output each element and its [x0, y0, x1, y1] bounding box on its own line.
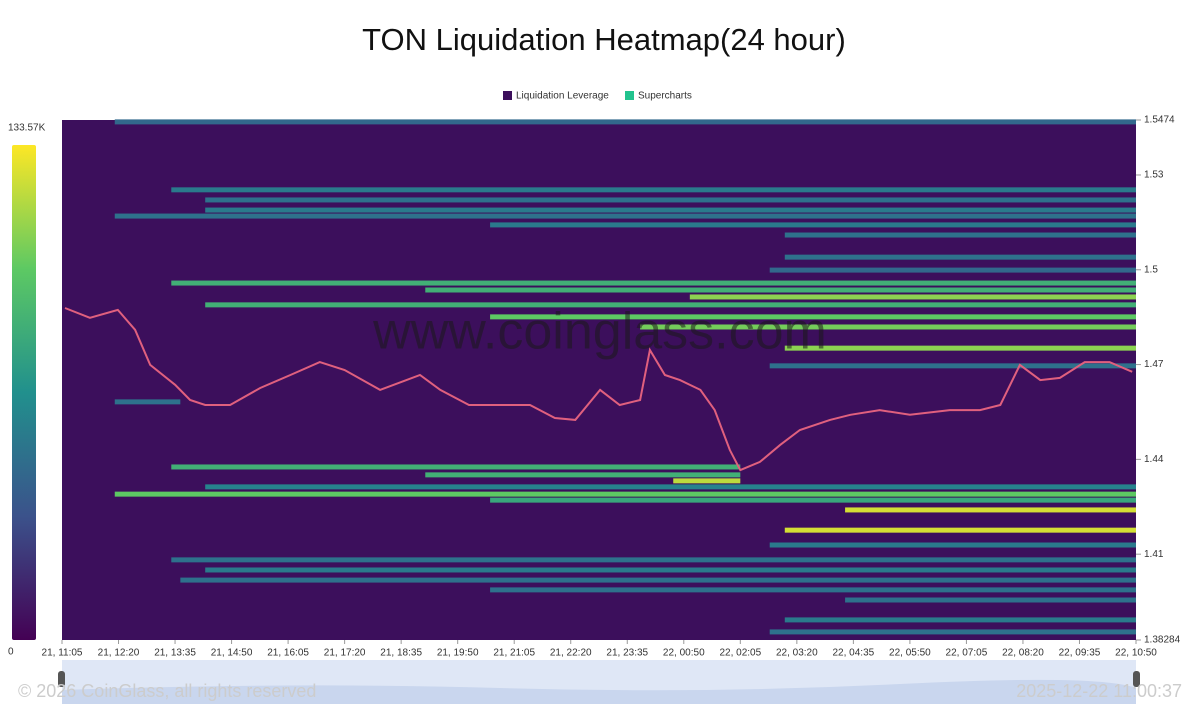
x-tick-label: 21, 12:20 [98, 648, 140, 659]
x-tick-label: 22, 10:50 [1115, 648, 1157, 659]
legend-swatch [625, 91, 634, 100]
liquidation-band [673, 478, 741, 484]
x-tick-label: 22, 00:50 [663, 648, 705, 659]
y-tick-label: 1.41 [1144, 549, 1164, 560]
timestamp: 2025-12-22 11:00:37 [1016, 681, 1182, 701]
y-tick-label: 1.53 [1144, 170, 1164, 181]
liquidation-band [205, 302, 1136, 308]
liquidation-band [425, 472, 741, 478]
liquidation-band [171, 280, 1137, 286]
liquidation-band [490, 222, 1136, 228]
x-tick-label: 21, 17:20 [324, 648, 366, 659]
liquidation-band [171, 464, 741, 470]
liquidation-band [425, 287, 1137, 293]
watermark: www.coinglass.com [372, 303, 827, 361]
y-tick-label: 1.44 [1144, 454, 1164, 465]
liquidation-band [171, 557, 1137, 563]
x-tick-label: 21, 16:05 [267, 648, 309, 659]
liquidation-band [769, 267, 1136, 273]
liquidation-band [784, 232, 1136, 238]
x-tick-label: 21, 21:05 [493, 648, 535, 659]
liquidation-band [769, 363, 1136, 369]
liquidation-band [640, 324, 1136, 330]
liquidation-band [784, 345, 1136, 351]
liquidation-band [114, 491, 1137, 497]
liquidation-band [490, 497, 1136, 503]
liquidation-band [114, 213, 1137, 219]
price-line [64, 307, 1133, 472]
x-tick-label: 21, 22:20 [550, 648, 592, 659]
x-tick-label: 22, 07:05 [946, 648, 988, 659]
x-tick-label: 22, 04:35 [833, 648, 875, 659]
liquidation-band [784, 617, 1136, 623]
liquidation-band [490, 587, 1136, 593]
liquidation-band [845, 507, 1136, 513]
liquidation-band [784, 527, 1136, 533]
liquidation-band [205, 207, 1136, 213]
y-tick-label: 1.5 [1144, 264, 1158, 275]
liquidation-band [205, 567, 1136, 573]
colorbar-label: 133.57K [8, 123, 46, 134]
liquidation-band [845, 597, 1136, 603]
x-tick-label: 22, 02:05 [719, 648, 761, 659]
navigator-handle[interactable] [1133, 671, 1140, 687]
x-tick-label: 21, 19:50 [437, 648, 479, 659]
heatmap [114, 119, 1137, 635]
liquidation-band [490, 314, 1136, 320]
liquidation-band [769, 542, 1136, 548]
x-tick-label: 22, 05:50 [889, 648, 931, 659]
y-tick-label: 1.47 [1144, 359, 1164, 370]
x-tick-label: 22, 08:20 [1002, 648, 1044, 659]
liquidation-band [180, 577, 1136, 583]
x-tick-label: 22, 03:20 [776, 648, 818, 659]
liquidation-band [689, 294, 1136, 300]
liquidation-band [769, 629, 1136, 635]
liquidation-band [171, 187, 1137, 193]
x-tick-label: 21, 13:35 [154, 648, 196, 659]
navigator-series [62, 679, 1136, 704]
axes: 1.5474 1.53 1.5 1.47 1.44 1.41 1.38284 21, 11:0… [8, 115, 1181, 659]
x-tick-label: 22, 09:35 [1059, 648, 1101, 659]
copyright: © 2026 CoinGlass, all rights reserved [18, 681, 316, 701]
colorbar-label: 0 [8, 647, 14, 658]
liquidation-band [205, 484, 1136, 490]
liquidation-band [114, 119, 1137, 125]
legend-swatch [503, 91, 512, 100]
navigator-handle[interactable] [58, 671, 65, 687]
x-tick-label: 21, 18:35 [380, 648, 422, 659]
chart-title: TON Liquidation Heatmap(24 hour) [362, 22, 846, 57]
x-tick-label: 21, 14:50 [211, 648, 253, 659]
colorbar [12, 145, 36, 640]
x-tick-label: 21, 23:35 [606, 648, 648, 659]
liquidation-band [205, 197, 1136, 203]
y-tick-label: 1.5474 [1144, 115, 1175, 126]
price-layer [64, 307, 1133, 472]
legend: Liquidation Leverage Supercharts [503, 91, 692, 102]
legend-label[interactable]: Liquidation Leverage [516, 91, 609, 102]
y-tick-label: 1.38284 [1144, 635, 1181, 646]
liquidation-band [784, 254, 1136, 260]
x-tick-label: 21, 11:05 [42, 648, 83, 659]
legend-label[interactable]: Supercharts [638, 91, 692, 102]
liquidation-band [114, 399, 181, 405]
plot-area [62, 120, 1136, 640]
